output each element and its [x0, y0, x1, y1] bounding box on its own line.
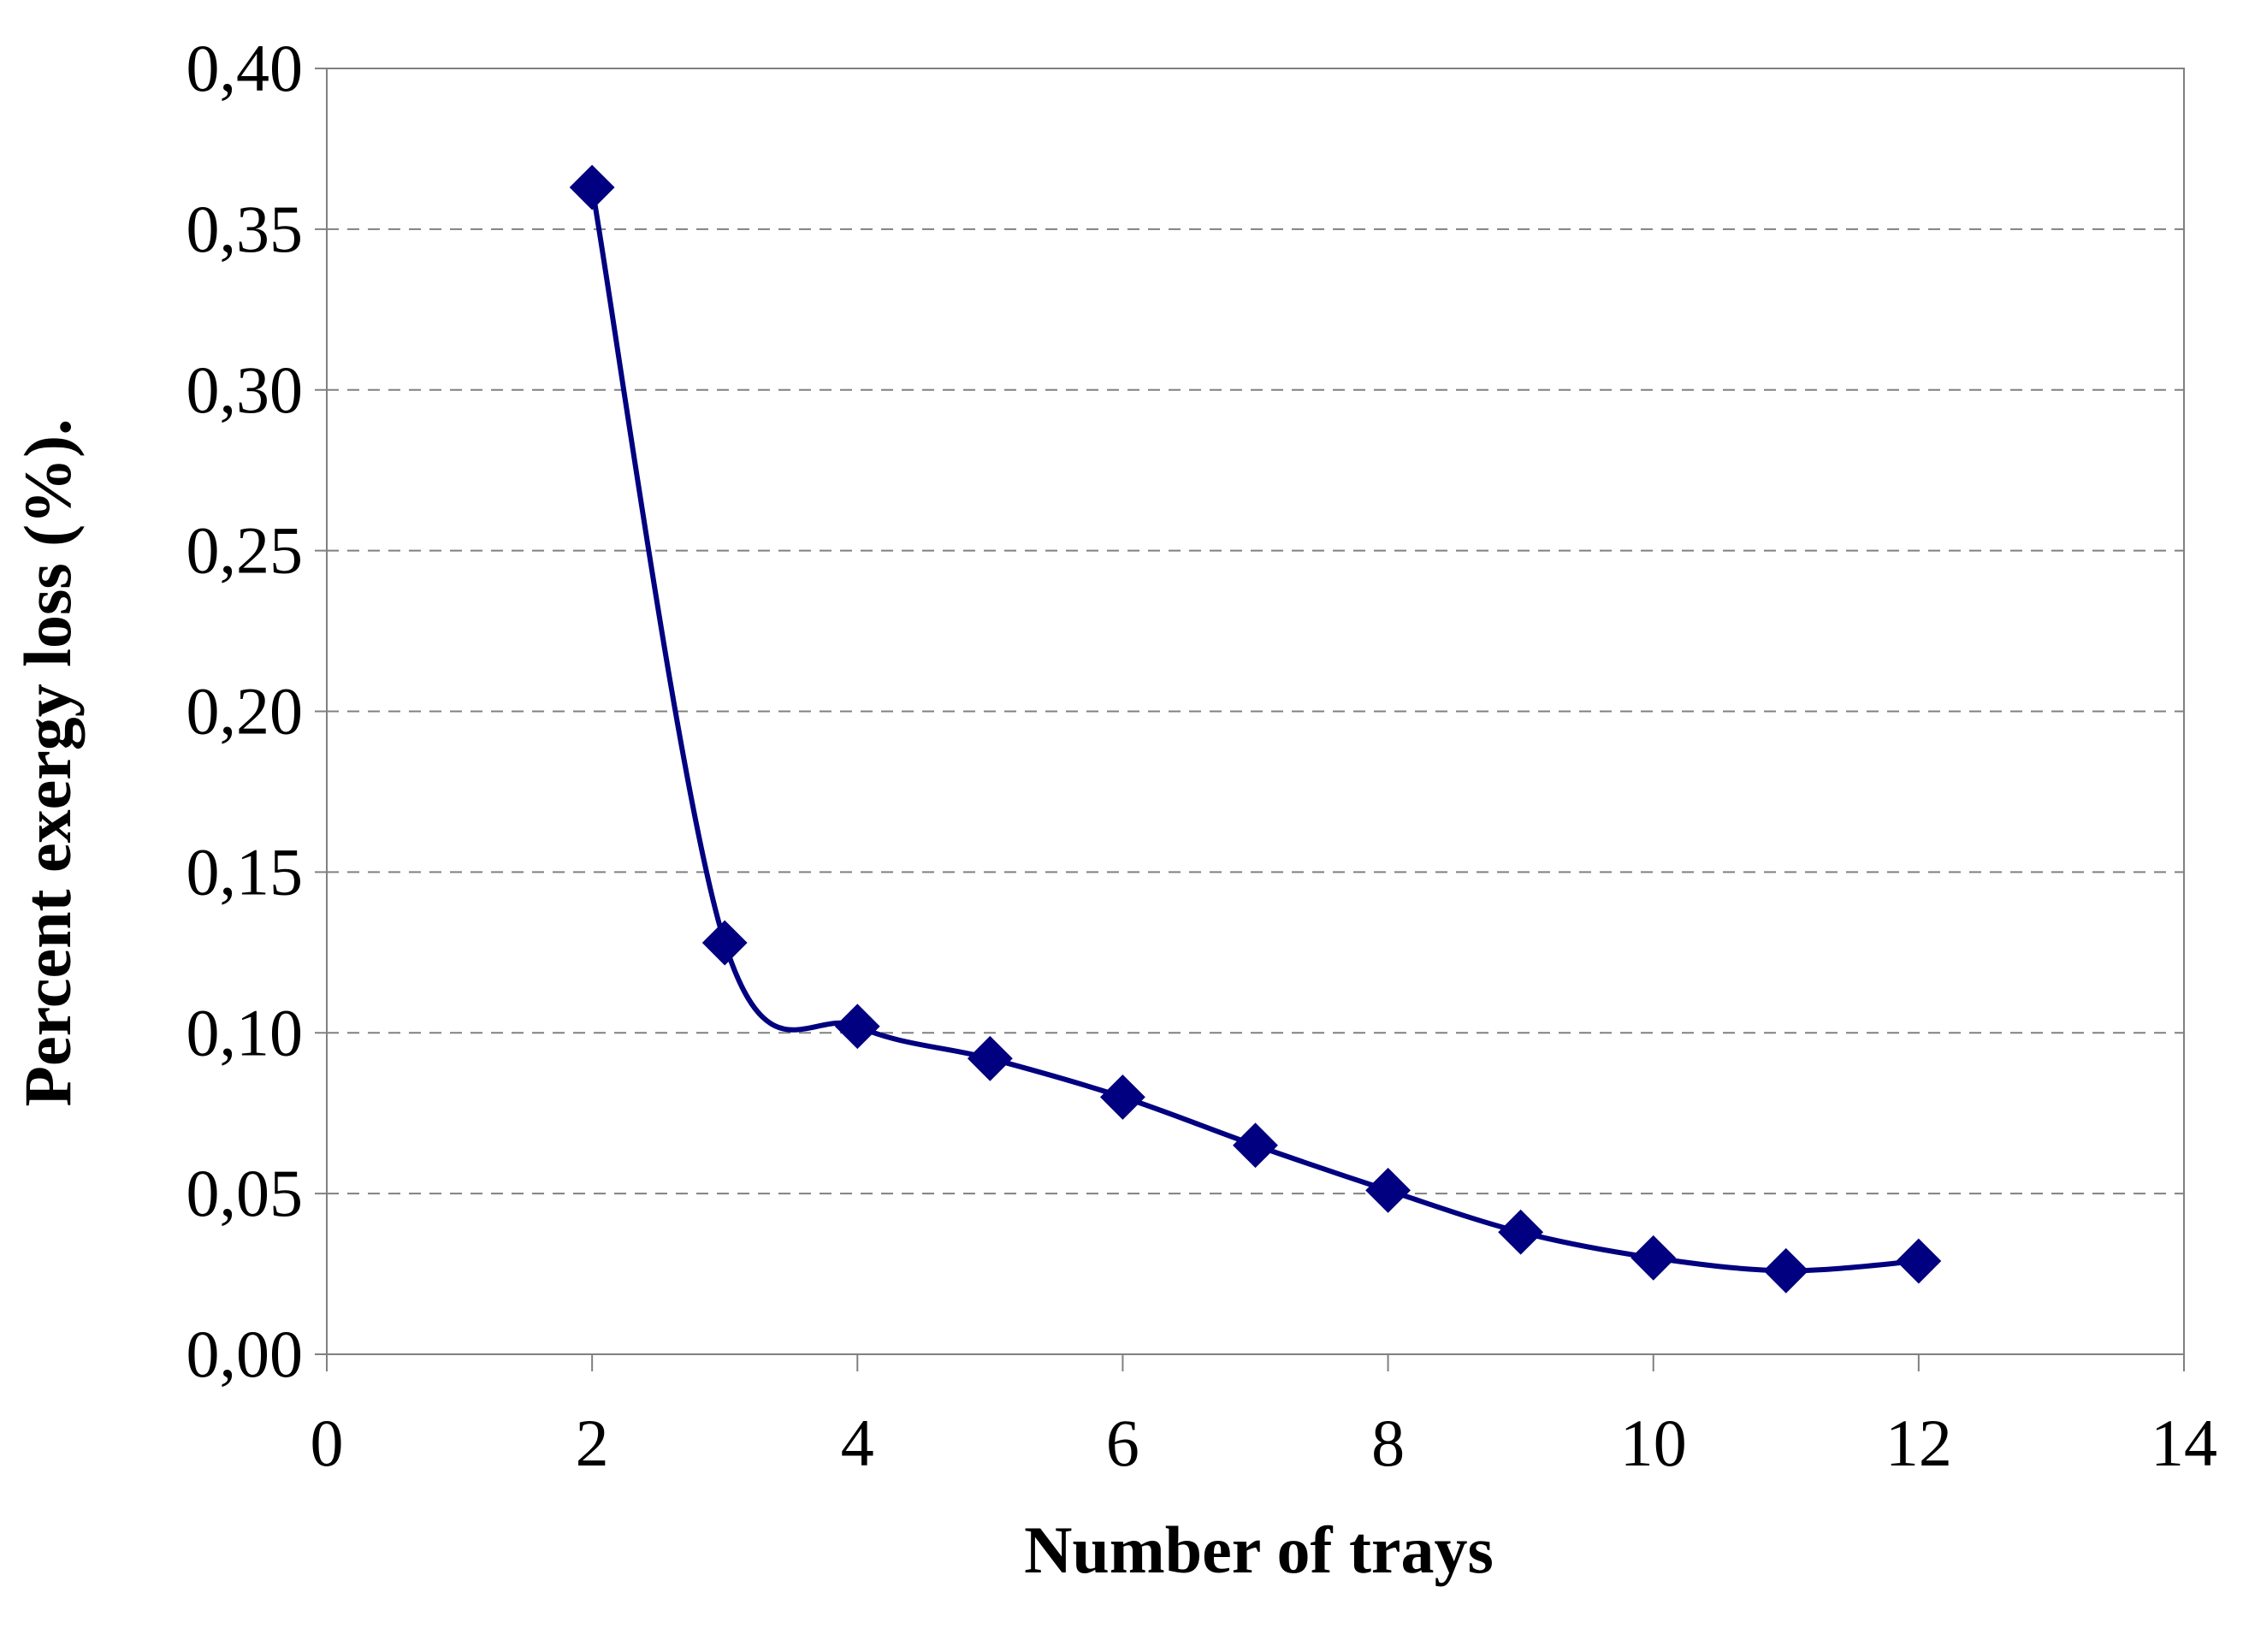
y-tick-label-5: 0,25: [186, 513, 304, 588]
y-tick-label-3: 0,15: [186, 834, 304, 909]
y-axis-title: Percent exergy loss (%).: [10, 418, 85, 1106]
y-tick-label-0: 0,00: [186, 1317, 304, 1391]
y-tick-label-1: 0,05: [186, 1156, 304, 1230]
data-point-0-2: [834, 1004, 880, 1050]
gridlines: [327, 228, 2184, 1195]
y-tick-label-8: 0,40: [186, 31, 304, 105]
data-point-0-8: [1630, 1235, 1677, 1281]
x-tick-label-1: 2: [576, 1406, 609, 1480]
x-tick-label-0: 0: [311, 1406, 344, 1480]
x-tick-labels: 0 2 4 6 8 10 12 14: [311, 1406, 2218, 1480]
data-point-0-5: [1233, 1122, 1278, 1169]
x-tick-label-6: 12: [1885, 1406, 1952, 1480]
x-tick-label-7: 14: [2151, 1406, 2217, 1480]
data-point-0-6: [1365, 1167, 1411, 1213]
data-point-0-9: [1763, 1247, 1809, 1294]
data-point-0-10: [1896, 1238, 1942, 1284]
data-point-0-1: [701, 920, 748, 966]
data-point-0-3: [967, 1035, 1013, 1081]
x-tick-label-3: 6: [1106, 1406, 1139, 1480]
x-axis-title: Number of trays: [1024, 1513, 1494, 1587]
x-tick-label-4: 8: [1371, 1406, 1405, 1480]
y-tick-label-2: 0,10: [186, 995, 304, 1069]
y-tick-label-4: 0,20: [186, 674, 304, 749]
y-tick-label-6: 0,30: [186, 352, 304, 427]
data-point-0-4: [1100, 1074, 1145, 1120]
marker-layer: [569, 164, 1942, 1294]
axes: [315, 68, 2185, 1371]
y-tick-label-7: 0,35: [186, 192, 304, 266]
data-point-0-7: [1498, 1209, 1544, 1255]
x-tick-label-5: 10: [1620, 1406, 1687, 1480]
y-tick-labels: 0,00 0,05 0,10 0,15 0,20 0,25 0,30 0,35 0,40: [186, 31, 304, 1391]
x-tick-label-2: 4: [841, 1406, 874, 1480]
data-point-0-0: [569, 164, 615, 210]
